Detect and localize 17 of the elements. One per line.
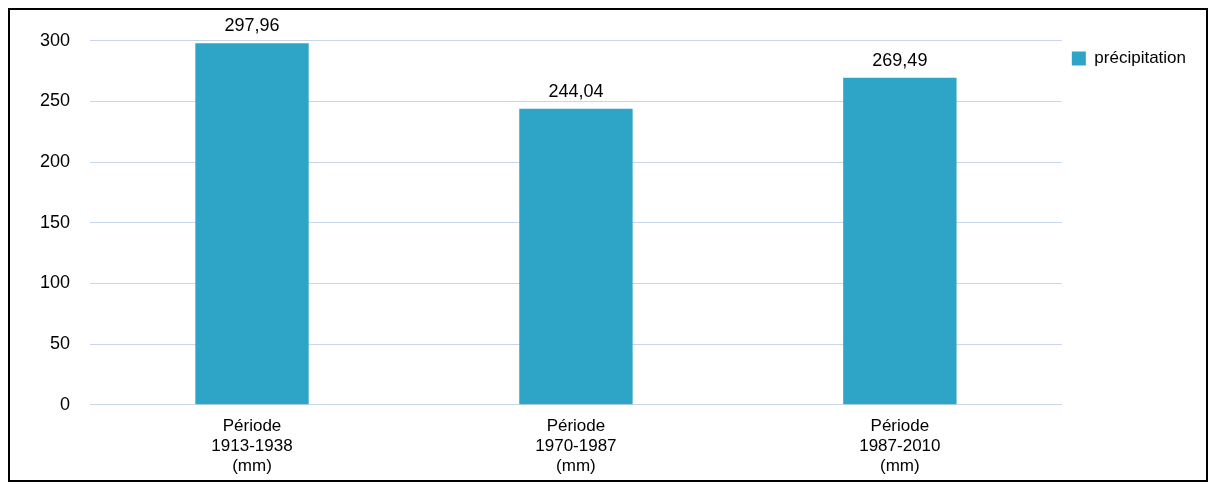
data-label: 297,96 xyxy=(224,15,280,36)
data-label: 244,04 xyxy=(548,80,604,101)
x-tick-label: Période 1913-1938 (mm) xyxy=(211,415,293,476)
x-tick-label: Période 1987-2010 (mm) xyxy=(859,415,941,476)
y-tick-label: 200 xyxy=(39,151,71,172)
y-tick-label: 50 xyxy=(50,333,71,354)
y-tick-label: 100 xyxy=(39,272,71,293)
y-tick-label: 0 xyxy=(60,393,71,414)
legend-label: précipitation xyxy=(1094,48,1187,68)
bar xyxy=(843,77,957,405)
bar xyxy=(195,43,309,405)
x-tick-label: Période 1970-1987 (mm) xyxy=(535,415,617,476)
data-label: 269,49 xyxy=(872,49,928,70)
bar xyxy=(519,108,633,405)
y-tick-label: 150 xyxy=(39,211,71,232)
y-tick-label: 300 xyxy=(39,29,71,50)
y-tick-label: 250 xyxy=(39,90,71,111)
